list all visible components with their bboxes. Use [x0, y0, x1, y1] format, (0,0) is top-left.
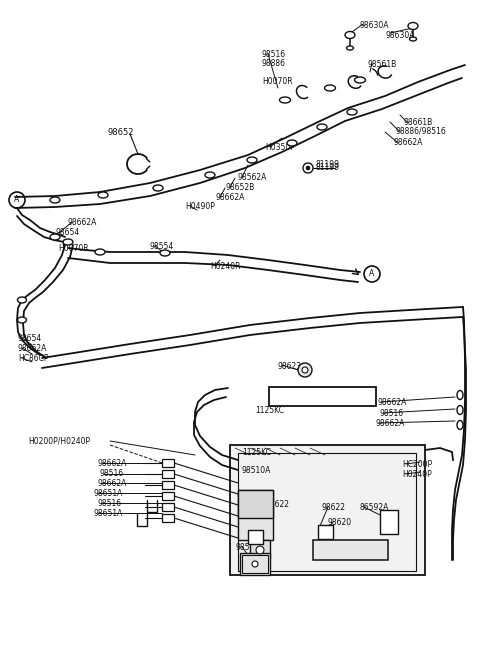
Text: 1125KC: 1125KC [255, 406, 284, 415]
Text: HC200P: HC200P [402, 460, 432, 469]
Text: 98662A: 98662A [377, 398, 407, 407]
Ellipse shape [17, 317, 26, 323]
Ellipse shape [50, 197, 60, 203]
Text: 98652: 98652 [107, 128, 133, 137]
Text: 9851CA: 9851CA [236, 543, 266, 552]
Ellipse shape [287, 140, 297, 146]
Bar [238, 453, 416, 571]
Text: 98516: 98516 [97, 499, 121, 508]
Circle shape [303, 163, 313, 173]
Text: 98662A: 98662A [98, 459, 127, 468]
Circle shape [252, 561, 258, 567]
Text: 98654: 98654 [55, 228, 79, 237]
Text: 98620: 98620 [328, 518, 352, 527]
Text: 98651A: 98651A [94, 489, 123, 498]
Text: A: A [370, 269, 374, 279]
Bar [248, 530, 263, 544]
FancyBboxPatch shape [269, 387, 376, 406]
Bar [162, 481, 174, 489]
Text: 98561B: 98561B [368, 60, 397, 69]
Ellipse shape [457, 390, 463, 399]
Bar [162, 492, 174, 500]
Bar [162, 503, 174, 511]
Text: H0350P: H0350P [265, 143, 295, 152]
Bar [162, 459, 174, 467]
Text: 98661B: 98661B [403, 118, 432, 127]
Text: 98662A: 98662A [393, 138, 422, 147]
Bar [313, 540, 388, 560]
Text: H0240P: H0240P [402, 470, 432, 479]
Text: 98662A: 98662A [18, 344, 48, 353]
Bar [242, 555, 268, 573]
Bar [230, 445, 425, 575]
Text: 98622: 98622 [246, 520, 270, 529]
Text: H0070R: H0070R [58, 244, 89, 253]
Ellipse shape [317, 124, 327, 130]
Ellipse shape [408, 22, 418, 30]
Text: HC86CP: HC86CP [18, 354, 48, 363]
Bar [162, 470, 174, 478]
Ellipse shape [17, 297, 26, 303]
Circle shape [306, 166, 310, 170]
Bar [250, 540, 270, 558]
Text: 98562A: 98562A [238, 173, 267, 182]
Text: 98554: 98554 [150, 242, 174, 251]
Ellipse shape [205, 172, 215, 178]
Text: 98622: 98622 [322, 503, 346, 512]
Ellipse shape [347, 46, 353, 50]
Text: 98886: 98886 [262, 59, 286, 68]
Text: 98654: 98654 [18, 334, 42, 343]
Bar [238, 490, 273, 540]
Text: 98662A: 98662A [375, 419, 404, 428]
Text: 98651A: 98651A [94, 509, 123, 518]
Bar [380, 510, 398, 534]
Ellipse shape [95, 249, 105, 255]
Bar [238, 490, 273, 518]
Circle shape [298, 363, 312, 377]
Text: H0070R: H0070R [262, 77, 293, 86]
Ellipse shape [409, 37, 417, 41]
Text: 81199: 81199 [316, 163, 340, 172]
Text: 98662A: 98662A [216, 193, 245, 202]
Text: 98630A: 98630A [360, 21, 389, 30]
Ellipse shape [457, 420, 463, 430]
Text: H0240R: H0240R [210, 262, 240, 271]
Ellipse shape [160, 250, 170, 256]
Text: 98516: 98516 [262, 50, 286, 59]
Ellipse shape [153, 185, 163, 191]
Text: 98662A: 98662A [67, 218, 96, 227]
Text: 1125KC: 1125KC [242, 448, 271, 457]
Text: 98516: 98516 [379, 409, 403, 418]
Text: 98630A: 98630A [386, 31, 416, 40]
Text: 86592A: 86592A [360, 503, 389, 512]
Ellipse shape [355, 77, 365, 83]
Ellipse shape [247, 157, 257, 163]
Ellipse shape [279, 97, 290, 103]
Text: H0200P/H0240P: H0200P/H0240P [28, 437, 90, 446]
Ellipse shape [347, 109, 357, 115]
Text: 98886/98516: 98886/98516 [395, 127, 446, 136]
Text: 98510A: 98510A [242, 466, 271, 475]
Text: REAR WASHER: REAR WASHER [288, 392, 356, 401]
Text: 81199: 81199 [315, 160, 339, 169]
Bar [318, 525, 333, 539]
Ellipse shape [324, 85, 336, 91]
Ellipse shape [63, 239, 73, 245]
Text: 98622: 98622 [266, 500, 290, 509]
Bar [240, 553, 270, 575]
Text: 98623: 98623 [278, 362, 302, 371]
Text: H0490P: H0490P [185, 202, 215, 211]
Bar [162, 514, 174, 522]
Ellipse shape [345, 32, 355, 39]
Circle shape [302, 367, 308, 373]
Ellipse shape [98, 192, 108, 198]
Ellipse shape [457, 405, 463, 415]
Text: 98652B: 98652B [226, 183, 255, 192]
Text: 98516: 98516 [100, 469, 124, 478]
Circle shape [256, 546, 264, 554]
Text: A: A [14, 196, 20, 204]
Text: 98662A: 98662A [97, 479, 126, 488]
Ellipse shape [50, 234, 60, 240]
